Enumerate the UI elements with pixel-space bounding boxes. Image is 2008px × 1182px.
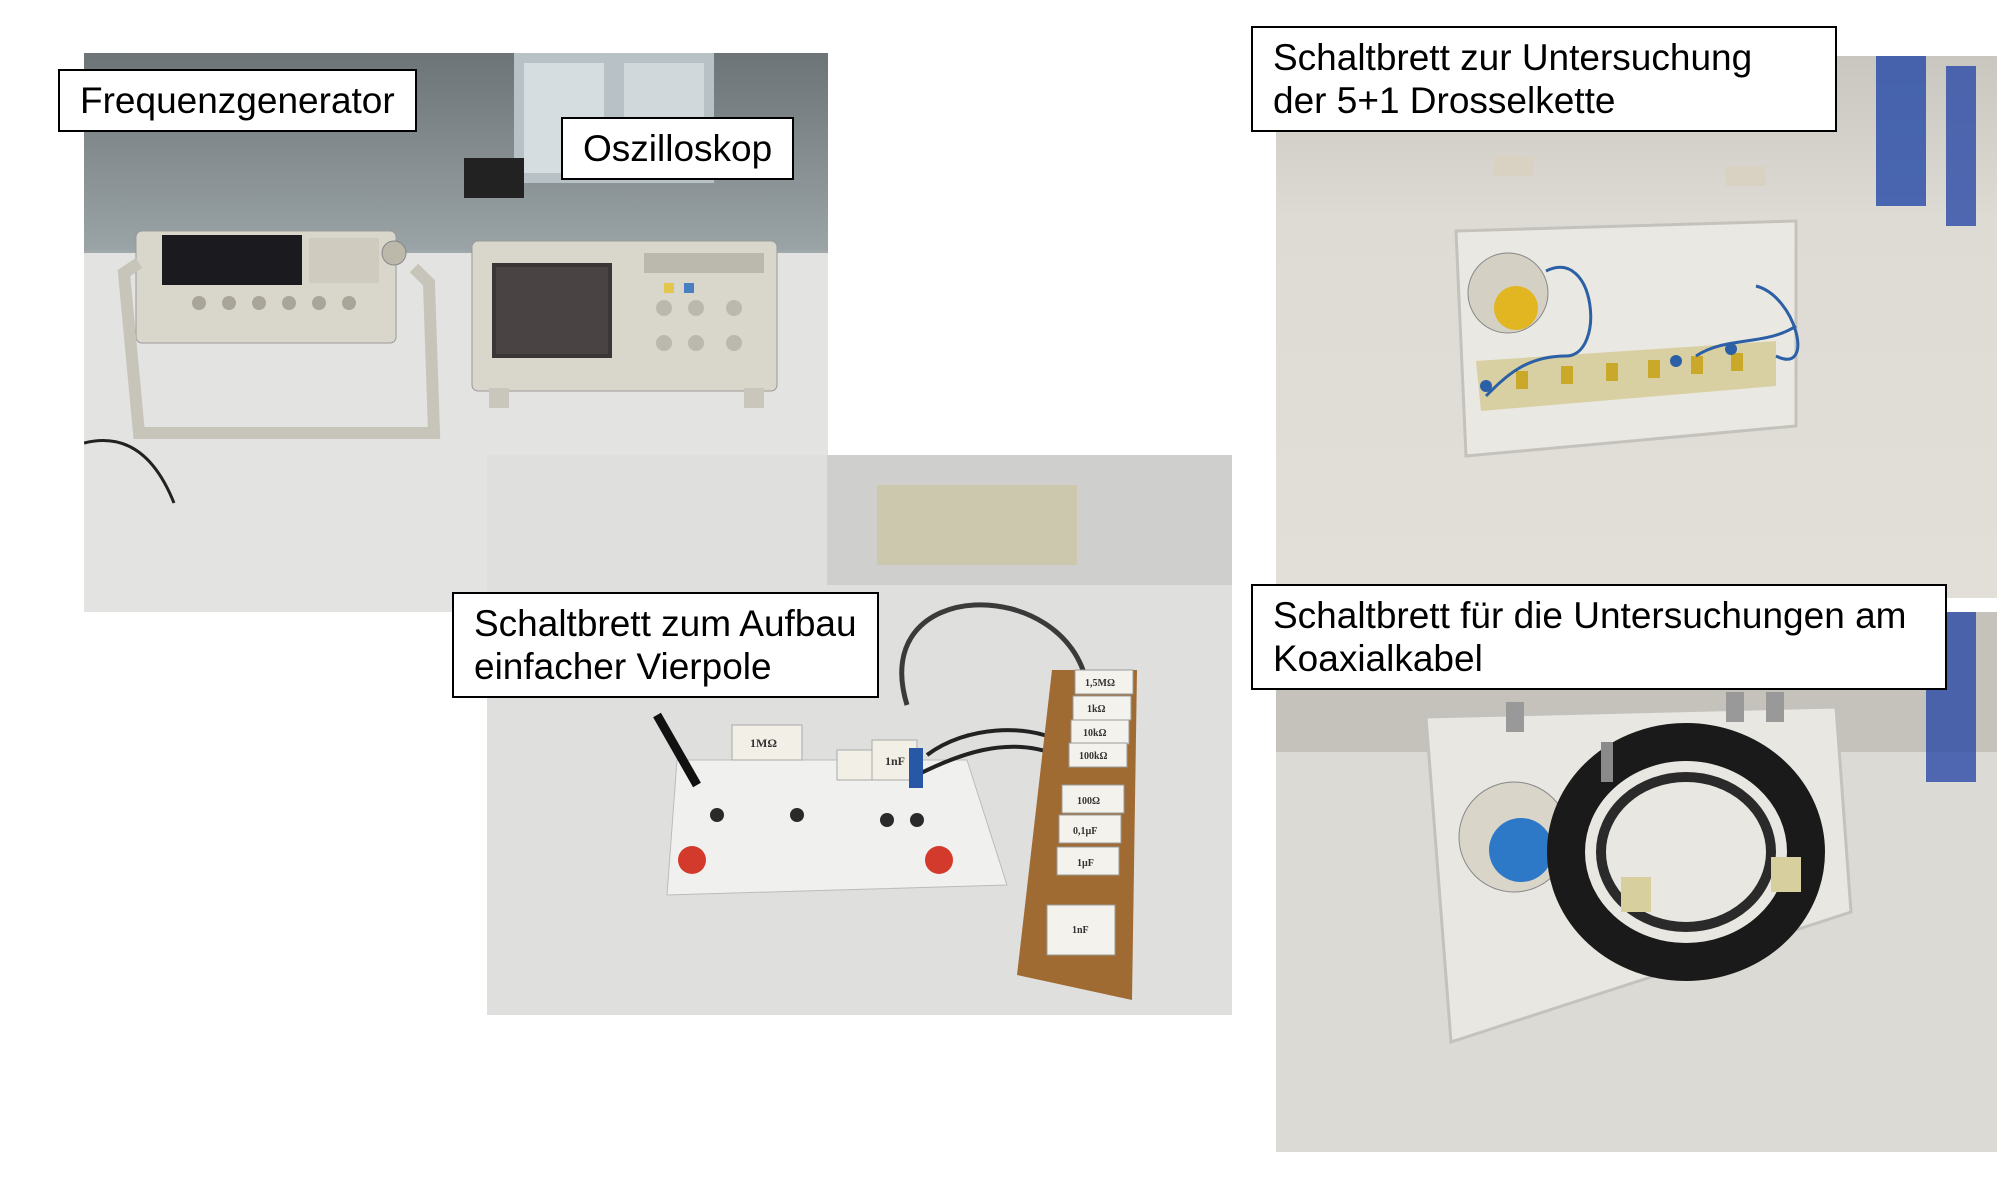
label-choke-chain-line1: Schaltbrett zur Untersuchung bbox=[1273, 37, 1753, 78]
quadripole-image: 1MΩ 1nF 1,5MΩ 1kΩ 10kΩ 100kΩ 100Ω 0,1µF … bbox=[487, 455, 1232, 1015]
component-label-1uf: 1µF bbox=[1077, 858, 1094, 869]
component-label-1-5mohm: 1,5MΩ bbox=[1085, 678, 1115, 689]
component-label-10kohm: 10kΩ bbox=[1083, 728, 1107, 739]
component-label-100kohm: 100kΩ bbox=[1079, 751, 1108, 762]
coax-image bbox=[1276, 612, 1997, 1152]
component-label-100ohm: 100Ω bbox=[1077, 796, 1100, 807]
label-coax-line2: Koaxialkabel bbox=[1273, 638, 1483, 679]
label-oscilloscope: Oszilloskop bbox=[561, 117, 795, 180]
photo-quadripole: 1MΩ 1nF 1,5MΩ 1kΩ 10kΩ 100kΩ 100Ω 0,1µF … bbox=[487, 455, 1232, 1015]
choke-chain-image bbox=[1276, 56, 1997, 598]
label-coax-line1: Schaltbrett für die Untersuchungen am bbox=[1273, 595, 1907, 636]
component-label-1nf: 1nF bbox=[885, 754, 905, 768]
label-quadripole-line2: einfacher Vierpole bbox=[474, 646, 772, 687]
label-quadripole-board: Schaltbrett zum Aufbau einfacher Vierpol… bbox=[452, 592, 879, 698]
photo-coax bbox=[1276, 612, 1997, 1152]
label-quadripole-line1: Schaltbrett zum Aufbau bbox=[474, 603, 857, 644]
component-label-0-1uf: 0,1µF bbox=[1073, 826, 1097, 837]
label-coax: Schaltbrett für die Untersuchungen am Ko… bbox=[1251, 584, 1947, 690]
frequency-generator bbox=[117, 230, 441, 439]
label-oscilloscope-text: Oszilloskop bbox=[583, 128, 773, 169]
photo-choke-chain bbox=[1276, 56, 1997, 598]
component-label-1nf-box: 1nF bbox=[1072, 925, 1089, 936]
label-frequency-generator-text: Frequenzgenerator bbox=[80, 80, 395, 121]
component-label-1mohm: 1MΩ bbox=[750, 736, 777, 750]
oscilloscope bbox=[471, 240, 778, 408]
label-choke-chain-line2: der 5+1 Drosselkette bbox=[1273, 80, 1616, 121]
component-label-1kohm: 1kΩ bbox=[1087, 704, 1106, 715]
choke-chain-board bbox=[1454, 156, 1800, 458]
quadripole-board bbox=[653, 712, 1058, 896]
component-box-stack bbox=[1017, 669, 1137, 1000]
label-frequency-generator: Frequenzgenerator bbox=[58, 69, 417, 132]
label-choke-chain: Schaltbrett zur Untersuchung der 5+1 Dro… bbox=[1251, 26, 1837, 132]
coax-board bbox=[1424, 692, 1853, 1045]
